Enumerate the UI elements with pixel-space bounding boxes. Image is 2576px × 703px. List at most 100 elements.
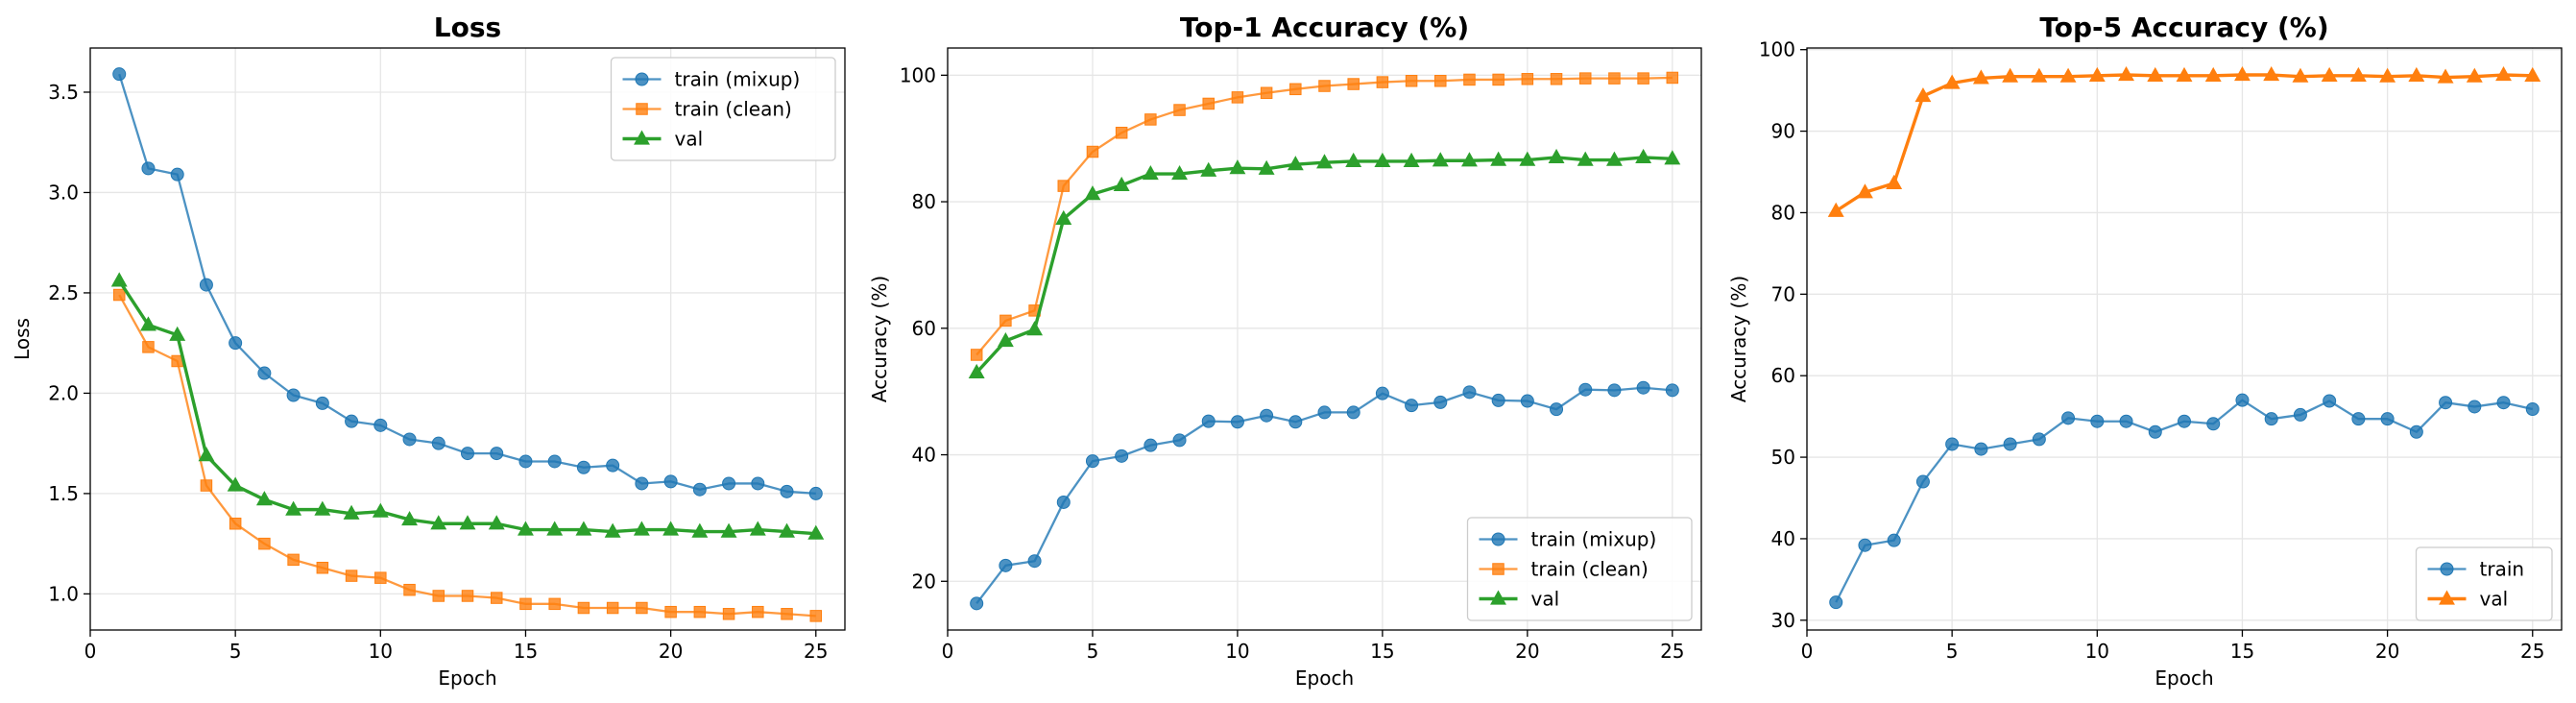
- legend-label: train (mixup): [1531, 528, 1657, 551]
- y-tick-label: 70: [1771, 282, 1795, 305]
- data-point: [199, 278, 213, 292]
- x-axis-label: Epoch: [438, 667, 496, 690]
- data-point: [432, 590, 445, 602]
- data-point: [999, 558, 1013, 572]
- data-point: [372, 502, 389, 518]
- data-point: [112, 288, 126, 302]
- data-point: [112, 67, 127, 82]
- series-val: [1827, 65, 2541, 217]
- data-point: [1492, 73, 1505, 86]
- data-point: [257, 366, 272, 380]
- legend-label: val: [675, 128, 704, 151]
- legend-marker: [1492, 563, 1505, 575]
- x-tick-label: 10: [369, 640, 393, 663]
- data-point: [2178, 414, 2191, 428]
- data-point: [1462, 385, 1477, 400]
- data-point: [2525, 401, 2540, 416]
- x-tick-label: 15: [514, 640, 538, 663]
- data-point: [374, 571, 387, 584]
- data-point: [548, 597, 561, 611]
- data-point: [1317, 405, 1332, 420]
- series-train: [1829, 393, 2540, 610]
- data-point: [2468, 400, 2482, 414]
- data-point: [1461, 152, 1478, 167]
- legend-item: train (clean): [622, 98, 792, 121]
- data-point: [1027, 554, 1042, 569]
- legend-marker: [2439, 590, 2455, 605]
- legend-item: train (mixup): [622, 68, 801, 91]
- legend-marker: [635, 72, 649, 86]
- legend-label: train (mixup): [675, 68, 801, 91]
- data-point: [1974, 442, 1988, 456]
- data-point: [2380, 412, 2395, 426]
- data-point: [1635, 148, 1652, 164]
- data-point: [1608, 72, 1621, 85]
- data-point: [2323, 394, 2337, 408]
- data-point: [807, 524, 825, 540]
- data-point: [1142, 165, 1159, 181]
- x-tick-label: 0: [942, 640, 954, 663]
- data-point: [1026, 321, 1044, 336]
- data-point: [970, 596, 984, 611]
- data-point: [576, 460, 590, 474]
- y-tick-label: 100: [1759, 38, 1795, 61]
- data-point: [315, 396, 329, 410]
- data-point: [1346, 405, 1360, 420]
- axes-frame: [947, 47, 1702, 631]
- x-tick-label: 15: [1370, 640, 1394, 663]
- data-point: [636, 601, 648, 615]
- x-tick-label: 20: [2375, 640, 2399, 663]
- data-point: [229, 336, 243, 351]
- data-point: [547, 454, 562, 469]
- legend-item: train (clean): [1479, 558, 1649, 581]
- data-point: [2351, 412, 2366, 426]
- data-point: [752, 605, 764, 618]
- data-point: [720, 522, 737, 538]
- data-point: [1914, 87, 1932, 103]
- data-point: [1550, 73, 1563, 85]
- data-point: [1607, 383, 1622, 398]
- legend: train val: [2415, 546, 2553, 621]
- data-point: [227, 476, 244, 492]
- series-group: [110, 67, 825, 622]
- x-tick-label: 25: [804, 640, 828, 663]
- data-point: [1260, 86, 1273, 100]
- data-point: [1577, 151, 1594, 166]
- axes-frame: [1806, 47, 2563, 631]
- data-point: [970, 349, 983, 361]
- y-tick-label: 30: [1771, 609, 1795, 632]
- y-tick-label: 40: [912, 444, 936, 467]
- data-point: [1490, 151, 1507, 166]
- data-point: [1115, 448, 1129, 463]
- legend-item: val: [622, 128, 704, 151]
- data-point: [1521, 73, 1534, 85]
- legend-box: [1466, 517, 1693, 621]
- legend-box: [610, 57, 836, 161]
- data-point: [1666, 71, 1679, 85]
- y-tick-label: 1.5: [48, 482, 79, 505]
- data-point: [1230, 415, 1244, 429]
- data-point: [1858, 538, 1872, 552]
- data-point: [1519, 151, 1536, 166]
- y-tick-label: 2.5: [48, 281, 79, 304]
- data-point: [1665, 383, 1679, 398]
- data-point: [345, 570, 358, 582]
- chart-1: 0 5 10 15 20 25 1.0 1.5 2.0 2.5 3.0 3.5 Loss Epoch Los…: [11, 12, 846, 690]
- data-point: [403, 583, 416, 596]
- data-point: [1491, 393, 1505, 407]
- data-point: [373, 418, 388, 432]
- legend-item: val: [2427, 588, 2508, 611]
- y-tick-label: 3.0: [48, 181, 79, 204]
- data-point: [1171, 165, 1188, 181]
- data-point: [2061, 411, 2076, 425]
- data-point: [1200, 161, 1217, 177]
- data-point: [1374, 152, 1391, 168]
- data-point: [2090, 414, 2105, 428]
- chart-2: 0 5 10 15 20 25 20 40 60 80 100 Top-1 Accuracy (%) E…: [868, 12, 1702, 690]
- data-point: [258, 537, 271, 550]
- data-point: [1201, 414, 1216, 428]
- data-point: [1636, 380, 1650, 395]
- data-point: [997, 331, 1014, 348]
- legend-marker: [634, 130, 650, 145]
- data-point: [1144, 113, 1157, 126]
